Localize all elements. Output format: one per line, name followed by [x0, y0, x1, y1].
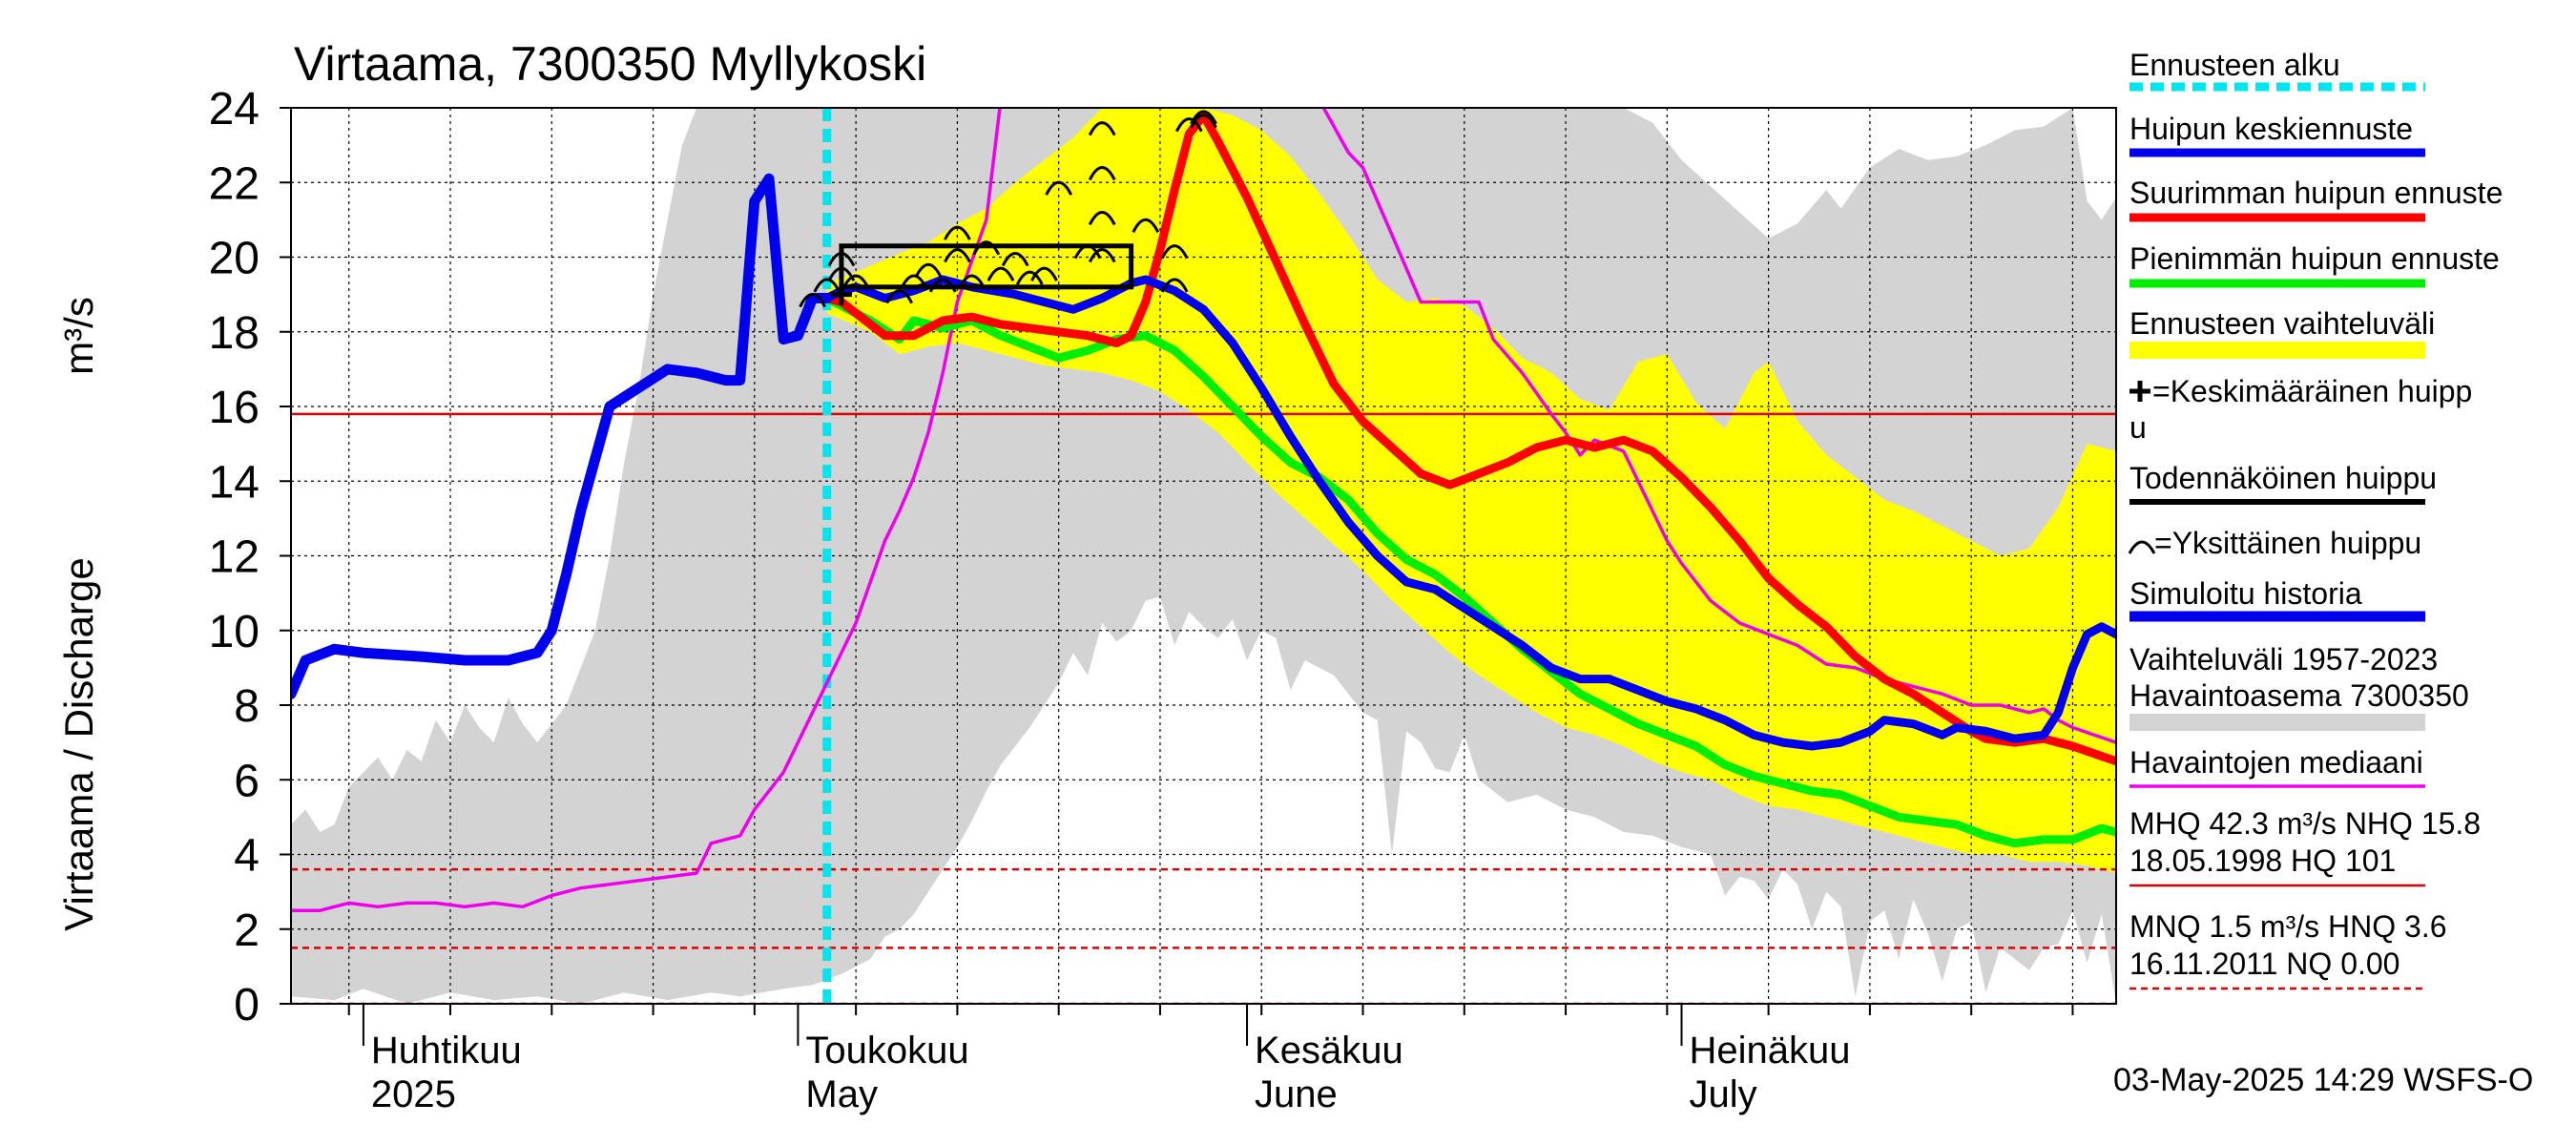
legend: Ennusteen alku Huipun keskiennuste Suurimm…	[2128, 48, 2503, 990]
x-month-label-fi: Huhtikuu	[371, 1030, 522, 1072]
y-axis-label: Virtaama / Discharge	[56, 557, 101, 930]
y-tick-label: 18	[209, 308, 260, 359]
individual-peak-marker	[944, 225, 971, 240]
individual-peak-marker	[914, 262, 943, 278]
reference-lines-layer	[291, 108, 2116, 1004]
y-tick-label: 6	[234, 756, 260, 806]
individual-peak-marker	[1160, 244, 1189, 260]
individual-peak-marker	[1190, 114, 1217, 129]
y-tick-label: 16	[209, 383, 260, 433]
y-tick-label: 0	[234, 980, 260, 1030]
x-month-label-fi: Heinäkuu	[1690, 1030, 1851, 1072]
legend-forecast-range-swatch	[2129, 342, 2425, 359]
y-tick-label: 2	[234, 906, 260, 956]
legend-mnq-date-label: 16.11.2011 NQ 0.00	[2129, 947, 2399, 981]
x-month-label-en: July	[1690, 1073, 1757, 1115]
y-axis-unit: m³/s	[56, 297, 101, 375]
series-layer	[291, 108, 2116, 912]
individual-peak-marker	[1160, 278, 1189, 293]
individual-peak-marker	[1045, 180, 1073, 196]
legend-history-range-label-cont: Havaintoasema 7300350	[2129, 678, 2469, 713]
legend-forecast-range-label: Ennusteen vaihteluväli	[2129, 306, 2435, 341]
legend-mean-forecast-label: Huipun keskiennuste	[2129, 112, 2413, 146]
individual-peak-marker	[827, 252, 856, 267]
legend-mnq-label: MNQ 1.5 m³/s HNQ 3.6	[2129, 909, 2447, 944]
individual-peak-marker	[972, 240, 1001, 256]
x-month-label-fi: Kesäkuu	[1255, 1030, 1403, 1072]
legend-history-range-swatch	[2129, 714, 2425, 731]
individual-peak-marker	[1088, 248, 1116, 263]
individual-peak-marker	[1088, 166, 1116, 181]
y-tick-label: 12	[209, 532, 260, 583]
individual-peak-marker	[1001, 252, 1029, 267]
individual-peak-marker	[1190, 110, 1217, 125]
individual-peak-marker	[1030, 266, 1058, 281]
y-tick-label: 10	[209, 607, 260, 657]
x-month-label-fi: Toukokuu	[805, 1030, 968, 1072]
individual-peak-marker	[1088, 121, 1116, 136]
series-line-pienimm-n-huipun-ennuste	[822, 294, 2116, 848]
x-month-label-en: 2025	[371, 1073, 456, 1115]
individual-peak-marker	[1073, 244, 1102, 260]
probable-peak-box	[839, 243, 1134, 290]
individual-peak-marker	[1015, 270, 1044, 285]
legend-simulated-label: Simuloitu historia	[2129, 576, 2362, 611]
individual-peak-marker	[1174, 117, 1203, 133]
y-tick-label: 8	[234, 681, 260, 732]
y-tick-label: 4	[234, 831, 260, 882]
peaks-layer	[799, 110, 1217, 308]
series-line-havaintojen-mediaani	[291, 108, 2116, 912]
series-line-huipun-keskiennuste	[822, 275, 2116, 751]
legend-single-peak-symbol	[2128, 540, 2156, 554]
individual-peak-marker	[928, 278, 957, 293]
y-tick-label: 24	[209, 84, 260, 135]
individual-peak-marker	[885, 289, 914, 304]
individual-peak-marker	[799, 293, 826, 308]
legend-mhq-date-label: 18.05.1998 HQ 101	[2129, 843, 2396, 878]
individual-peak-marker	[987, 266, 1015, 281]
footer-timestamp: 03-May-2025 14:29 WSFS-O	[2113, 1062, 2533, 1098]
legend-probable-peak-label: Todennäköinen huippu	[2129, 461, 2437, 495]
series-line-simuloitu-historia	[291, 173, 833, 699]
legend-mean-peak-label-cont: u	[2129, 410, 2147, 445]
x-month-label-en: June	[1255, 1073, 1338, 1115]
y-tick-label: 22	[209, 158, 260, 209]
y-tick-label: 14	[209, 457, 260, 508]
individual-peak-marker	[1088, 211, 1116, 226]
legend-mhq-label: MHQ 42.3 m³/s NHQ 15.8	[2129, 806, 2481, 841]
legend-mean-peak-label: =Keskimääräinen huipp	[2152, 374, 2472, 408]
individual-peak-marker	[813, 278, 841, 293]
legend-single-peak-label: =Yksittäinen huippu	[2154, 526, 2421, 560]
individual-peak-marker	[841, 274, 870, 289]
x-month-label-en: May	[805, 1073, 878, 1115]
legend-forecast-start-label: Ennusteen alku	[2129, 48, 2340, 82]
axes-layer: 024681012141618202224Huhtikuu2025Toukoku…	[209, 84, 2117, 1115]
legend-min-forecast-label: Pienimmän huipun ennuste	[2129, 241, 2500, 276]
individual-peak-marker	[944, 248, 971, 263]
chart-title: Virtaama, 7300350 Myllykoski	[294, 37, 926, 91]
series-line-suurimman-huipun-ennuste	[822, 111, 2116, 766]
y-tick-label: 20	[209, 234, 260, 284]
legend-max-forecast-label: Suurimman huipun ennuste	[2129, 176, 2503, 210]
individual-peak-marker	[1132, 218, 1160, 233]
individual-peak-marker	[900, 274, 928, 289]
legend-median-label: Havaintojen mediaani	[2129, 745, 2423, 780]
individual-peak-marker	[958, 274, 986, 289]
legend-history-range-label: Vaihteluväli 1957-2023	[2129, 642, 2438, 677]
